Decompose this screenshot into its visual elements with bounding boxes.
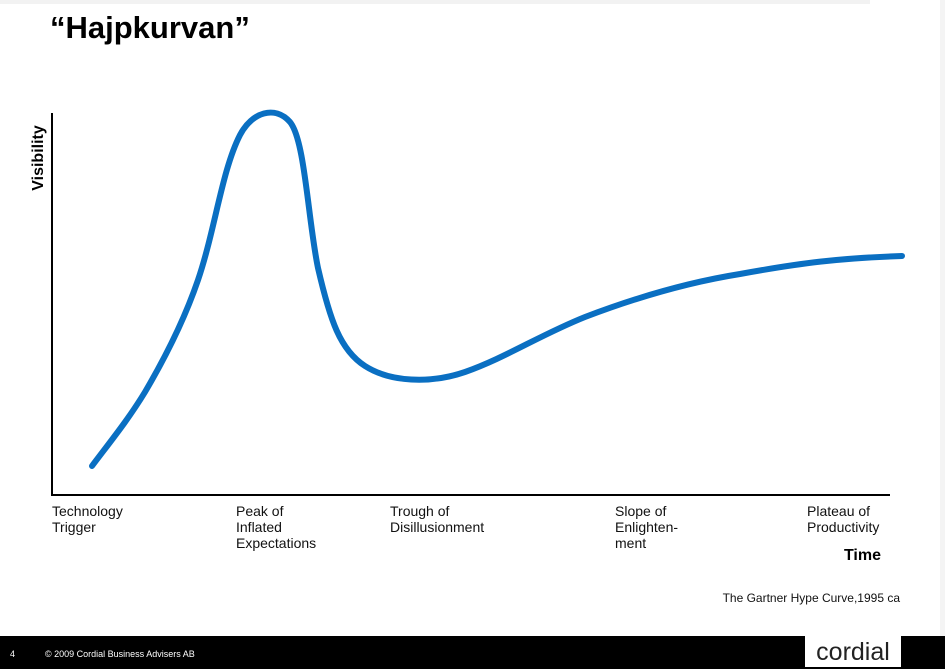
phase-label: ment [615, 535, 646, 551]
footer-bar [0, 636, 945, 669]
y-axis-label: Visibility [30, 125, 47, 191]
right-strip [940, 0, 945, 636]
phase-label: Peak of [236, 503, 284, 519]
hype-curve [89, 109, 905, 469]
phase-label: Inflated [236, 519, 282, 535]
phase-label: Productivity [807, 519, 879, 535]
phase-label: Trigger [52, 519, 96, 535]
phase-label: Enlighten- [615, 519, 678, 535]
caption: The Gartner Hype Curve,1995 ca [723, 591, 901, 605]
top-strip [0, 0, 870, 4]
logo: cordial [816, 638, 890, 666]
phase-label: Technology [52, 503, 123, 519]
phase-label: Plateau of [807, 503, 870, 519]
copyright: © 2009 Cordial Business Advisers AB [45, 649, 195, 659]
phase-label: Slope of [615, 503, 666, 519]
logo-box [805, 634, 901, 667]
x-axis-label: Time [844, 547, 881, 564]
phase-label: Expectations [236, 535, 316, 551]
phase-label: Disillusionment [390, 519, 484, 535]
phase-label: Trough of [390, 503, 450, 519]
slide-title: “Hajpkurvan” [50, 10, 250, 45]
page-number: 4 [10, 649, 15, 659]
